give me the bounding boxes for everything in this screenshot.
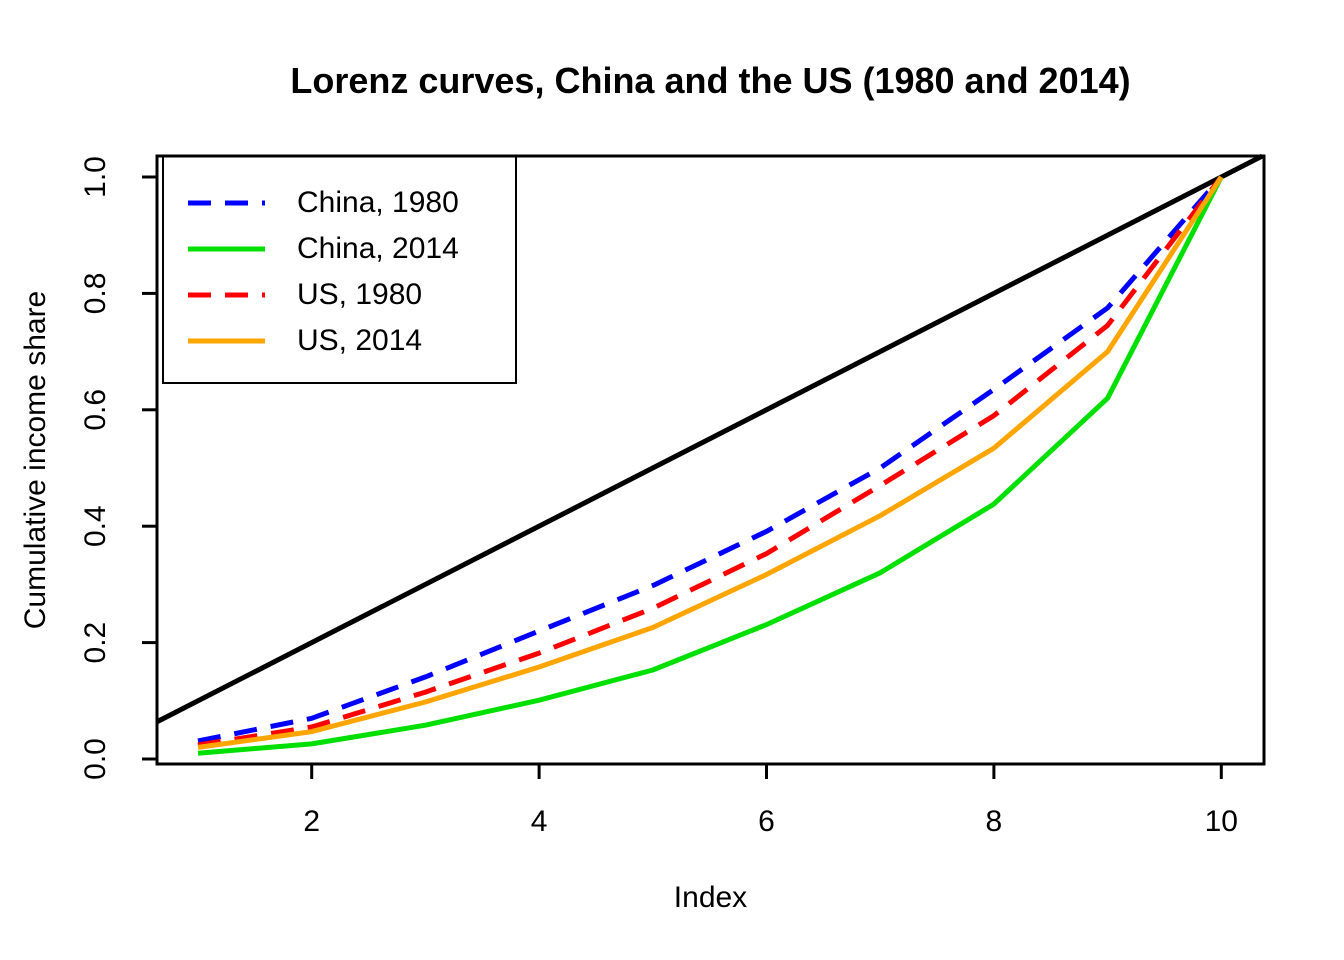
y-tick-label: 0.0 bbox=[79, 738, 112, 780]
legend-box bbox=[162, 155, 517, 384]
x-tick-label: 6 bbox=[758, 805, 775, 838]
perfect-equality-line-line bbox=[155, 153, 1264, 724]
x-axis-label: Index bbox=[673, 881, 748, 914]
series-line-us-1980 bbox=[197, 175, 1224, 748]
y-tick-label: 1.0 bbox=[79, 156, 112, 198]
x-tick-label: 2 bbox=[303, 805, 320, 838]
series-line-china-1980 bbox=[197, 175, 1224, 744]
x-tick-label: 4 bbox=[531, 805, 548, 838]
y-tick-label: 0.6 bbox=[79, 389, 112, 431]
y-tick-label: 0.8 bbox=[79, 273, 112, 315]
x-tick-label: 8 bbox=[986, 805, 1003, 838]
series-line-china-2014 bbox=[197, 175, 1224, 756]
y-axis-label: Cumulative income share bbox=[19, 290, 52, 630]
legend-label-china-2014: China, 2014 bbox=[297, 232, 459, 265]
y-tick-label: 0.4 bbox=[79, 505, 112, 547]
series-line-us-2014 bbox=[197, 175, 1224, 750]
x-tick-label: 10 bbox=[1205, 805, 1238, 838]
plot-box bbox=[155, 154, 1266, 766]
y-tick-label: 0.2 bbox=[79, 622, 112, 664]
legend-label-us-1980: US, 1980 bbox=[297, 278, 423, 311]
legend-label-us-2014: US, 2014 bbox=[297, 324, 423, 357]
chart-title: Lorenz curves, China and the US (1980 an… bbox=[290, 60, 1131, 101]
legend-label-china-1980: China, 1980 bbox=[297, 186, 459, 219]
